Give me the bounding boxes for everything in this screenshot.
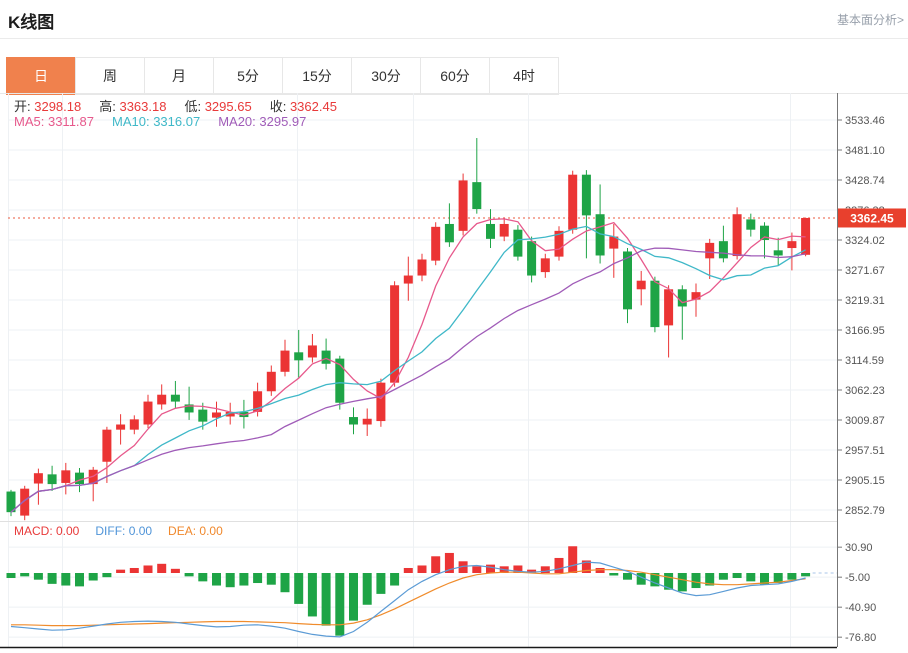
ma20-label: MA20: xyxy=(218,114,260,129)
ma5-readout: MA5: 3311.87 xyxy=(14,114,94,129)
svg-text:3219.31: 3219.31 xyxy=(845,295,885,307)
tab-60分[interactable]: 60分 xyxy=(420,57,490,95)
fundamental-analysis-link[interactable]: 基本面分析> xyxy=(836,13,904,27)
diff-label: DIFF: xyxy=(95,524,129,538)
svg-text:3271.67: 3271.67 xyxy=(845,265,885,277)
high-label: 高: xyxy=(99,99,120,114)
high-readout: 高: 3363.18 xyxy=(99,96,166,115)
timeframe-tab-bar: 日周月 5分 15分 30分 60分 4时 xyxy=(6,57,559,95)
svg-text:3324.02: 3324.02 xyxy=(845,235,885,247)
ma20-readout: MA20: 3295.97 xyxy=(218,114,306,129)
svg-text:30.90: 30.90 xyxy=(845,542,873,554)
ma-lines-layer xyxy=(10,218,806,513)
dea-readout: DEA: 0.00 xyxy=(168,524,223,538)
tab-日[interactable]: 日 xyxy=(6,57,76,95)
svg-text:2957.51: 2957.51 xyxy=(845,445,885,457)
open-label: 开: xyxy=(14,99,35,114)
price-axis: 3533.463481.103428.743376.383324.023271.… xyxy=(837,93,885,647)
title-divider xyxy=(0,38,908,39)
svg-text:2852.79: 2852.79 xyxy=(845,505,885,517)
candles-layer xyxy=(6,138,811,521)
macd-label: MACD: xyxy=(14,524,56,538)
dea-value: 0.00 xyxy=(199,524,223,538)
low-value: 3295.65 xyxy=(204,99,252,114)
low-readout: 低: 3295.65 xyxy=(184,96,251,115)
tab-30分[interactable]: 30分 xyxy=(351,57,421,95)
macd-info-row: MACD: 0.00 DIFF: 0.00 DEA: 0.00 xyxy=(14,524,239,538)
macd-value: 0.00 xyxy=(56,524,80,538)
svg-text:-76.80: -76.80 xyxy=(845,632,876,644)
page-title: K线图 xyxy=(8,13,55,32)
tab-5分[interactable]: 5分 xyxy=(213,57,283,95)
ma10-value: 3316.07 xyxy=(153,114,201,129)
ma10-readout: MA10: 3316.07 xyxy=(112,114,200,129)
macd-histogram-layer xyxy=(6,546,837,636)
diff-value: 0.00 xyxy=(128,524,153,538)
last-price-badge: 3362.45 xyxy=(838,208,906,228)
close-value: 3362.45 xyxy=(289,99,337,114)
macd-axis: 30.90 -5.00 -40.90 -76.80 xyxy=(837,542,876,644)
ma20-value: 3295.97 xyxy=(259,114,307,129)
tab-周[interactable]: 周 xyxy=(75,57,145,95)
svg-text:-5.00: -5.00 xyxy=(845,572,870,584)
diff-readout: DIFF: 0.00 xyxy=(95,524,152,538)
svg-text:3362.45: 3362.45 xyxy=(850,211,894,225)
ma-info-row: MA5: 3311.87 MA10: 3316.07 MA20: 3295.97 xyxy=(14,114,324,129)
svg-text:3533.46: 3533.46 xyxy=(845,115,885,127)
ohlc-info-row: 开: 3298.18 高: 3363.18 低: 3295.65 收: 3362.45 xyxy=(14,96,355,115)
tab-月[interactable]: 月 xyxy=(144,57,214,95)
ma5-value: 3311.87 xyxy=(47,114,94,129)
low-label: 低: xyxy=(184,99,205,114)
ma10-label: MA10: xyxy=(112,114,154,129)
ma5-label: MA5: xyxy=(14,114,48,129)
svg-text:3166.95: 3166.95 xyxy=(845,325,885,337)
tab-15分[interactable]: 15分 xyxy=(282,57,352,95)
dea-label: DEA: xyxy=(168,524,200,538)
svg-text:3481.10: 3481.10 xyxy=(845,145,885,157)
close-readout: 收: 3362.45 xyxy=(270,96,337,115)
open-readout: 开: 3298.18 xyxy=(14,96,81,115)
gridlines-layer xyxy=(0,93,908,649)
svg-text:-40.90: -40.90 xyxy=(845,602,876,614)
svg-text:3009.87: 3009.87 xyxy=(845,415,885,427)
svg-text:2905.15: 2905.15 xyxy=(845,475,885,487)
svg-text:3114.59: 3114.59 xyxy=(845,355,884,367)
svg-text:3062.23: 3062.23 xyxy=(845,385,885,397)
tab-4时[interactable]: 4时 xyxy=(489,57,559,95)
high-value: 3363.18 xyxy=(119,99,167,114)
macd-lines-layer xyxy=(10,561,806,638)
open-value: 3298.18 xyxy=(34,99,82,114)
svg-text:3428.74: 3428.74 xyxy=(845,175,885,187)
close-label: 收: xyxy=(269,99,290,114)
macd-readout: MACD: 0.00 xyxy=(14,524,79,538)
